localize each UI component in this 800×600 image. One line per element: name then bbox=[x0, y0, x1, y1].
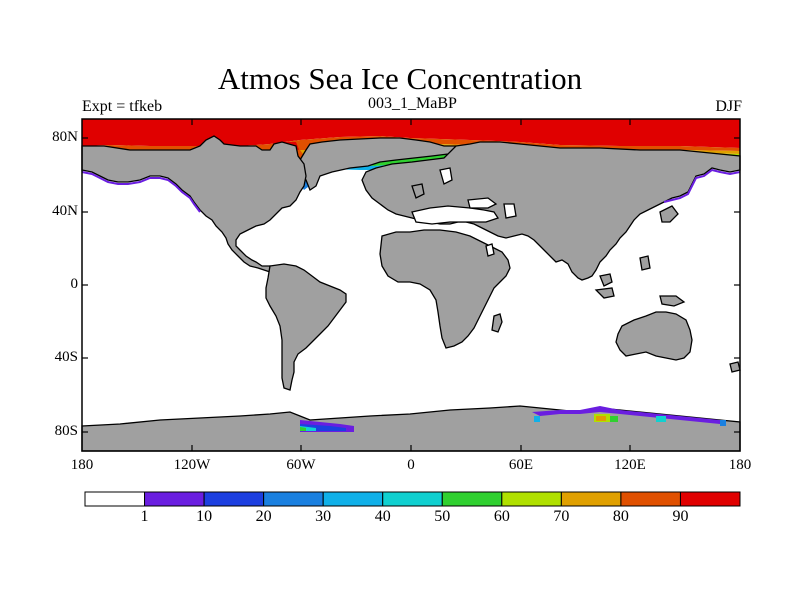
black-sea bbox=[467, 197, 498, 209]
land-indonesia bbox=[599, 273, 613, 287]
baltic-sea bbox=[439, 167, 453, 185]
colorbar-label-4: 40 bbox=[374, 508, 391, 525]
tick-marks bbox=[82, 119, 740, 451]
ross-ice-purple bbox=[532, 406, 720, 424]
mediterranean-sea bbox=[411, 205, 500, 225]
lon-label-0: 0 bbox=[407, 457, 415, 473]
land-borneo bbox=[594, 287, 615, 299]
colorbar-box-4 bbox=[322, 491, 384, 507]
colorbar-label-3: 30 bbox=[315, 508, 332, 525]
ross-ice-cyan-a bbox=[534, 416, 540, 422]
colorbar-label-5: 50 bbox=[434, 508, 451, 525]
lat-label-80n: 80N bbox=[52, 129, 78, 145]
colorbar-box-8 bbox=[560, 491, 622, 507]
lon-label-120w: 120W bbox=[173, 457, 211, 473]
lat-label-80s: 80S bbox=[54, 423, 78, 439]
experiment-label: Expt = tfkeb bbox=[82, 98, 163, 115]
land-japan bbox=[659, 205, 679, 223]
lon-label-60e: 60E bbox=[508, 457, 534, 473]
colorbar bbox=[84, 491, 741, 507]
land-eurasia bbox=[361, 141, 741, 281]
land-africa bbox=[379, 229, 511, 349]
caspian-sea bbox=[503, 203, 517, 219]
colorbar-label-2: 20 bbox=[255, 508, 272, 525]
lat-label-0: 0 bbox=[70, 276, 79, 292]
colorbar-box-0 bbox=[84, 491, 146, 507]
colorbar-label-0: 1 bbox=[140, 508, 149, 525]
ross-ice-cyan-b bbox=[656, 416, 666, 422]
colorbar-label-8: 80 bbox=[612, 508, 629, 525]
land-new-guinea bbox=[659, 295, 686, 307]
antarctic-sea-ice bbox=[300, 406, 726, 432]
season-label: DJF bbox=[715, 98, 742, 115]
ross-ice-amber bbox=[596, 416, 606, 421]
run-label: 003_1_MaBP bbox=[368, 95, 457, 112]
colorbar-label-9: 90 bbox=[672, 508, 689, 525]
lat-label-40s: 40S bbox=[54, 349, 78, 365]
ice-fringe-nw bbox=[81, 171, 201, 213]
red-sea bbox=[485, 243, 495, 257]
land-south-america bbox=[265, 263, 347, 391]
colorbar-box-1 bbox=[144, 491, 205, 507]
colorbar-label-1: 10 bbox=[196, 508, 213, 525]
colorbar-box-6 bbox=[441, 491, 503, 507]
land-philippines bbox=[639, 255, 651, 271]
land-australia bbox=[615, 311, 693, 361]
land-new-zealand bbox=[729, 361, 741, 373]
lon-label-180e: 180 bbox=[728, 457, 752, 473]
colorbar-label-7: 70 bbox=[553, 508, 570, 525]
colorbar-label-6: 60 bbox=[493, 508, 510, 525]
land bbox=[81, 135, 741, 452]
ross-ice-green bbox=[610, 416, 618, 422]
land-antarctica bbox=[81, 405, 741, 452]
inland-seas bbox=[411, 167, 517, 257]
colorbar-box-2 bbox=[203, 491, 265, 507]
colorbar-box-9 bbox=[620, 491, 681, 507]
lon-label-180w: 180 bbox=[70, 457, 94, 473]
lat-label-40n: 40N bbox=[52, 203, 78, 219]
land-north-america bbox=[81, 135, 307, 273]
ice-band-high bbox=[82, 119, 740, 148]
weddell-ice-green bbox=[300, 427, 306, 431]
colorbar-box-5 bbox=[382, 491, 443, 507]
lon-label-120e: 120E bbox=[614, 457, 646, 473]
land-uk bbox=[411, 183, 425, 199]
ice-fringe-ne bbox=[663, 168, 741, 203]
colorbar-box-7 bbox=[501, 491, 562, 507]
map-title: Atmos Sea Ice Concentration bbox=[217, 61, 583, 96]
map-panel bbox=[81, 118, 741, 452]
ross-ice-blue bbox=[720, 420, 726, 426]
colorbar-box-3 bbox=[263, 491, 324, 507]
land-madagascar bbox=[491, 313, 503, 333]
lon-label-60w: 60W bbox=[286, 457, 316, 473]
colorbar-box-10 bbox=[679, 491, 741, 507]
